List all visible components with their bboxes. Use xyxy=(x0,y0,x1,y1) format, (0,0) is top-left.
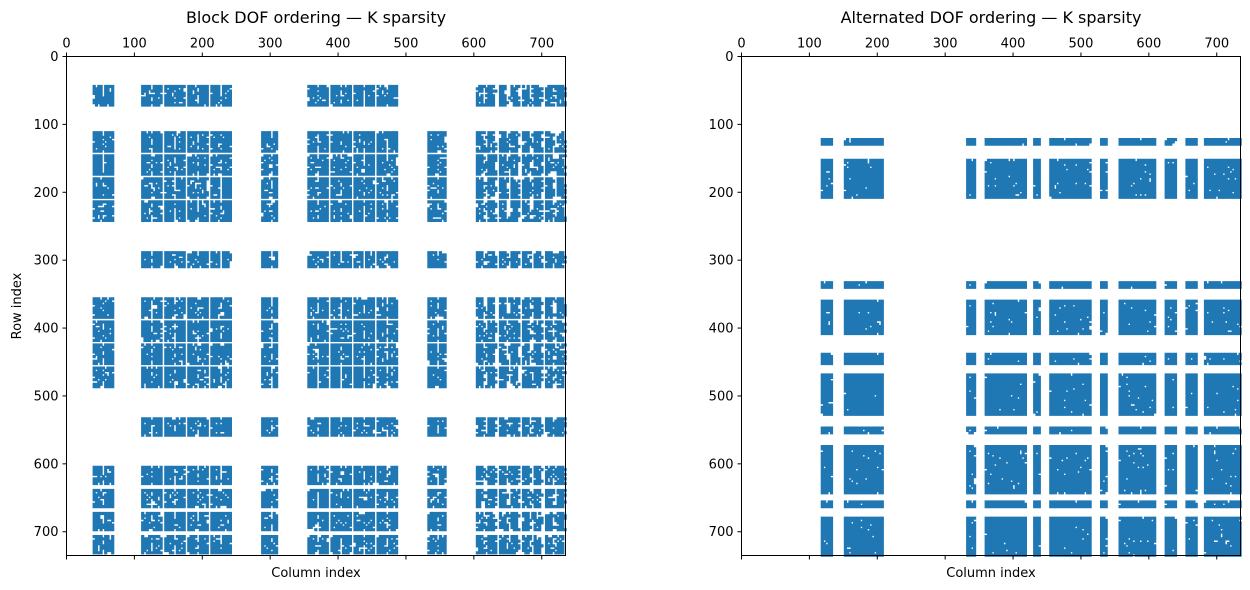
x-tick-label: 300 xyxy=(258,37,283,52)
nonzero-markers xyxy=(92,84,567,555)
chart-title: Block DOF ordering — K sparsity xyxy=(186,8,446,27)
y-tick-label: 500 xyxy=(34,389,59,404)
y-axis-label: Row index xyxy=(10,272,25,339)
spy-plot xyxy=(820,138,1242,557)
x-tick-label: 600 xyxy=(461,37,486,52)
y-tick-label: 700 xyxy=(34,525,59,540)
y-tick-label: 700 xyxy=(709,525,734,540)
x-tick-label: 400 xyxy=(326,37,351,52)
y-tick-label: 600 xyxy=(709,457,734,472)
x-tick-label: 500 xyxy=(394,37,419,52)
x-tick-label: 100 xyxy=(122,37,147,52)
x-axis-label: Column index xyxy=(946,566,1036,581)
x-tick-label: 100 xyxy=(797,37,822,52)
y-tick-label: 200 xyxy=(709,186,734,201)
chart-title: Alternated DOF ordering — K sparsity xyxy=(841,8,1142,27)
y-tick-label: 400 xyxy=(709,322,734,337)
y-tick-label: 600 xyxy=(34,457,59,472)
x-tick-label: 0 xyxy=(737,37,745,52)
x-tick-label: 700 xyxy=(1204,37,1229,52)
axes-frame xyxy=(66,56,566,556)
y-tick-label: 0 xyxy=(725,50,733,65)
x-tick-label: 300 xyxy=(933,37,958,52)
y-tick-label: 0 xyxy=(50,50,58,65)
nonzero-markers xyxy=(820,138,1242,557)
x-tick-label: 200 xyxy=(865,37,890,52)
axes-frame xyxy=(741,56,1241,556)
y-tick-label: 300 xyxy=(709,254,734,269)
y-tick-label: 100 xyxy=(709,118,734,133)
y-tick-label: 400 xyxy=(34,322,59,337)
x-axis-label: Column index xyxy=(271,566,361,581)
chart-panel-1: Block DOF ordering — K sparsity 0 100 200 30… xyxy=(10,8,567,581)
y-tick-label: 100 xyxy=(34,118,59,133)
chart-panel-2: Alternated DOF ordering — K sparsity 0 100… xyxy=(709,8,1242,581)
y-tick-label: 300 xyxy=(34,254,59,269)
x-tick-label: 400 xyxy=(1001,37,1026,52)
x-tick-label: 600 xyxy=(1136,37,1161,52)
y-tick-label: 200 xyxy=(34,186,59,201)
x-tick-label: 500 xyxy=(1069,37,1094,52)
y-tick-label: 500 xyxy=(709,389,734,404)
x-tick-label: 200 xyxy=(190,37,215,52)
spy-plot xyxy=(92,84,567,555)
x-tick-label: 700 xyxy=(529,37,554,52)
x-tick-label: 0 xyxy=(62,37,70,52)
